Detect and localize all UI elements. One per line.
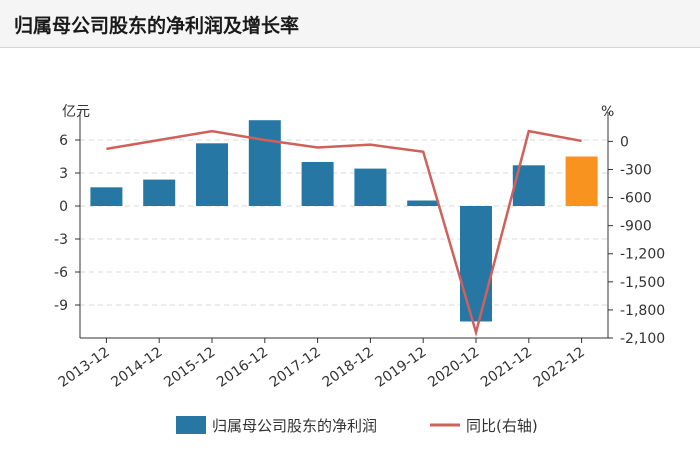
bar xyxy=(354,168,387,206)
bar xyxy=(143,179,176,206)
bar xyxy=(460,206,492,322)
bar-series xyxy=(90,120,598,322)
chart-title: 归属母公司股东的净利润及增长率 xyxy=(14,15,300,37)
right-tick-label: -2,100 xyxy=(620,331,665,347)
grid-lines xyxy=(80,139,608,306)
left-tick-label: -3 xyxy=(54,232,68,248)
right-tick-label: -1,200 xyxy=(620,247,665,263)
x-tick-label: 2017-12 xyxy=(267,344,324,391)
x-tick-label: 2019-12 xyxy=(372,344,429,391)
chart-header: 归属母公司股东的净利润及增长率 xyxy=(0,0,700,48)
right-tick-label: -600 xyxy=(620,191,652,207)
bar xyxy=(407,200,440,206)
x-tick-label: 2018-12 xyxy=(320,344,377,391)
bar xyxy=(301,162,334,206)
bar xyxy=(90,187,123,206)
left-tick-label: 0 xyxy=(59,199,68,215)
axes: 6 3 0 -3 -6 -9 0 -300 -600 -900 -1,200 -1,500 -1,800… xyxy=(54,104,665,391)
right-tick-label: -300 xyxy=(620,162,652,178)
x-tick-label: 2021-12 xyxy=(478,344,535,391)
right-tick-label: 0 xyxy=(620,134,629,150)
left-tick-label: 3 xyxy=(59,166,68,182)
x-tick-label: 2015-12 xyxy=(161,344,218,391)
x-tick-label: 2014-12 xyxy=(108,344,165,391)
bar xyxy=(565,156,598,206)
right-axis-unit: % xyxy=(601,104,614,120)
legend-line-label: 同比(右轴) xyxy=(466,417,538,435)
left-axis-unit: 亿元 xyxy=(62,104,90,120)
x-tick-label: 2016-12 xyxy=(214,344,271,391)
line-series xyxy=(106,129,582,338)
growth-line xyxy=(106,129,582,338)
legend-bar-swatch xyxy=(176,416,206,434)
legend: 归属母公司股东的净利润 同比(右轴) xyxy=(176,416,538,435)
bar xyxy=(248,120,281,206)
x-tick-label: 2020-12 xyxy=(425,344,482,391)
left-tick-label: 6 xyxy=(59,133,68,149)
bar xyxy=(196,143,228,206)
legend-bar-label: 归属母公司股东的净利润 xyxy=(212,417,377,435)
x-tick-label: 2013-12 xyxy=(56,344,113,391)
right-tick-label: -1,500 xyxy=(620,275,665,291)
right-tick-label: -1,800 xyxy=(620,303,665,319)
left-tick-label: -6 xyxy=(54,265,68,281)
x-tick-label: 2022-12 xyxy=(531,344,588,391)
left-tick-label: -9 xyxy=(54,298,68,314)
right-tick-label: -900 xyxy=(620,219,652,235)
